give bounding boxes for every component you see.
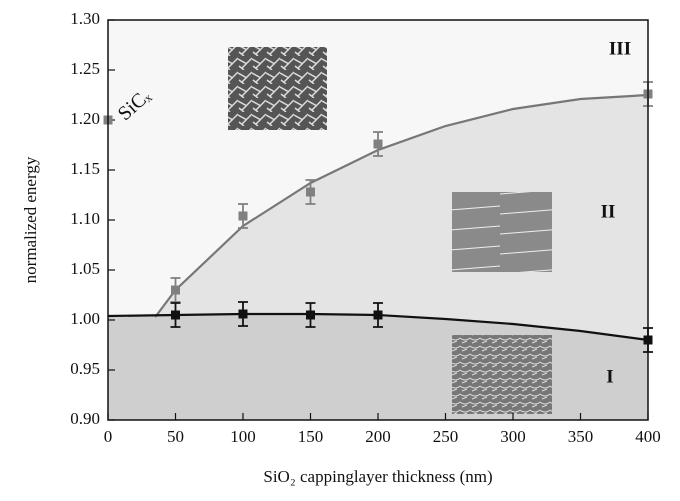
plot-frame <box>107 19 649 421</box>
data-point <box>306 310 315 320</box>
y-tick-label: 1.30 <box>70 9 100 28</box>
x-axis-label: SiO₂ cappinglayer thickness (nm) <box>263 467 492 486</box>
x-tick-label: 350 <box>568 427 594 446</box>
y-tick-label: 1.10 <box>70 209 100 228</box>
data-point <box>171 285 180 295</box>
x-tick-label: 250 <box>433 427 459 446</box>
data-point <box>171 310 180 320</box>
inset-image <box>452 335 552 414</box>
y-tick-label: 1.15 <box>70 159 100 178</box>
inset-image <box>452 192 552 272</box>
data-point <box>306 187 315 197</box>
x-tick-label: 100 <box>230 427 256 446</box>
region-label: I <box>606 366 613 387</box>
x-tick-label: 200 <box>365 427 391 446</box>
x-tick-label: 400 <box>635 427 661 446</box>
data-point <box>238 309 248 319</box>
data-point <box>373 139 383 149</box>
inset-image <box>228 47 327 130</box>
region-label: II <box>601 201 616 222</box>
y-tick-label: 0.95 <box>70 359 100 378</box>
y-tick-label: 1.05 <box>70 259 100 278</box>
region-label: III <box>609 38 631 59</box>
y-axis-label: normalized energy <box>21 156 40 283</box>
x-tick-label: 0 <box>104 427 113 446</box>
y-tick-label: 1.00 <box>70 309 100 328</box>
x-tick-label: 150 <box>298 427 324 446</box>
x-tick-label: 300 <box>500 427 526 446</box>
y-tick-label: 1.25 <box>70 59 100 78</box>
x-tick-label: 50 <box>167 427 184 446</box>
y-tick-label: 0.90 <box>70 409 100 428</box>
data-point <box>238 211 248 221</box>
y-tick-label: 1.20 <box>70 109 100 128</box>
data-point <box>373 310 383 320</box>
